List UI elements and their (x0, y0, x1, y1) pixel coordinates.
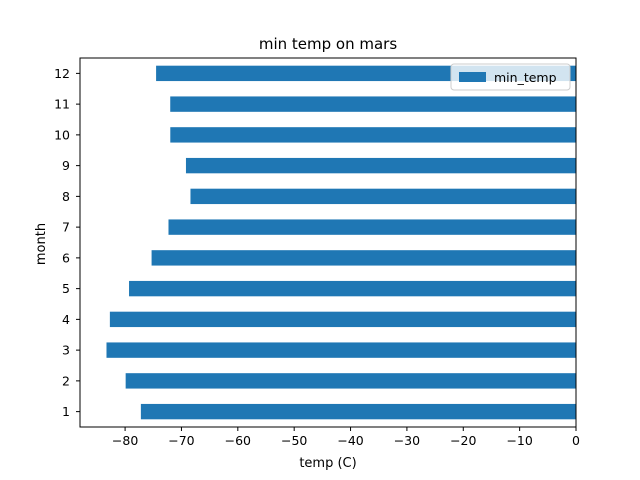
bar-month-1 (140, 403, 576, 420)
bar-month-4 (109, 311, 576, 328)
x-axis-label: temp (C) (299, 456, 356, 471)
x-tick-label: −60 (225, 433, 251, 448)
legend-label: min_temp (494, 70, 557, 85)
y-tick-label: 2 (62, 373, 70, 388)
x-tick-label: 0 (572, 433, 580, 448)
x-tick-label: −20 (450, 433, 476, 448)
legend-swatch (459, 72, 486, 82)
bar-month-3 (106, 342, 576, 358)
x-tick-label: −50 (281, 433, 307, 448)
x-tick-label: −40 (337, 433, 363, 448)
x-tick-label: −10 (506, 433, 532, 448)
plot-frame (79, 57, 577, 428)
chart-title: min temp on mars (259, 35, 397, 53)
y-tick-label: 9 (62, 158, 70, 173)
x-tick-label: −30 (394, 433, 420, 448)
bar-month-11 (170, 96, 577, 112)
legend-box (450, 63, 571, 91)
bar-month-9 (185, 157, 577, 174)
bar-month-6 (151, 250, 576, 266)
y-tick-label: 3 (62, 343, 70, 358)
bar-month-10 (170, 127, 576, 143)
y-axis-label: month (34, 223, 49, 265)
bar-month-2 (125, 373, 577, 389)
y-tick-label: 7 (62, 220, 70, 235)
bar-month-5 (129, 280, 576, 297)
y-tick-label: 5 (62, 281, 70, 296)
bar-month-7 (168, 219, 576, 235)
bar-month-8 (190, 188, 577, 205)
y-tick-label: 6 (62, 250, 70, 265)
x-tick-label: −80 (112, 433, 138, 448)
y-tick-label: 12 (54, 66, 70, 81)
y-tick-label: 11 (54, 97, 70, 112)
y-tick-label: 10 (54, 127, 70, 142)
y-tick-label: 1 (62, 404, 70, 419)
y-tick-label: 4 (62, 312, 70, 327)
y-tick-label: 8 (62, 189, 70, 204)
x-tick-label: −70 (168, 433, 194, 448)
